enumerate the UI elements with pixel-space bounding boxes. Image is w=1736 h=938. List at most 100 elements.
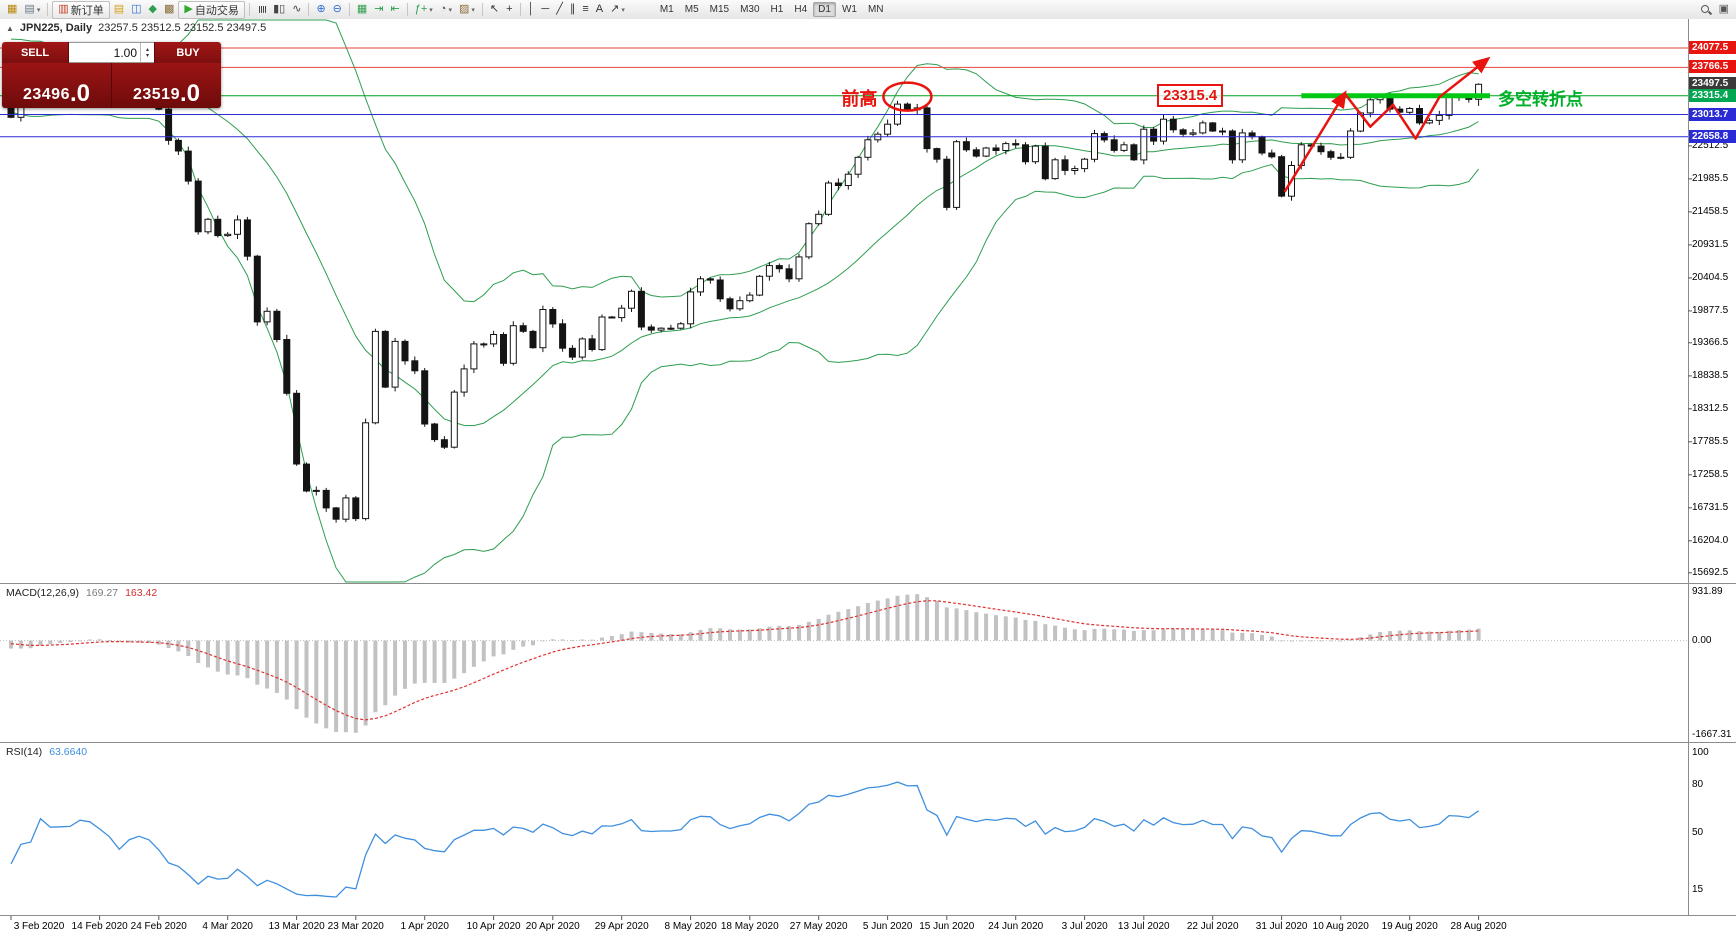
candlestick-chart-icon[interactable]: ▮▯ [273, 3, 286, 15]
date-axis-label: 28 Aug 2020 [1450, 921, 1507, 932]
prev-high-circle[interactable] [882, 81, 933, 112]
rsi-label-row: RSI(14) 63.6640 [6, 746, 87, 758]
zoom-out-icon[interactable]: ⊖ [332, 3, 342, 15]
timeframe-button-h1[interactable]: H1 [770, 4, 784, 15]
new-chart-icon[interactable]: ▦ [7, 3, 18, 15]
timeframe-button-m1[interactable]: M1 [659, 4, 674, 15]
price-marker-label: 23497.5 [1689, 77, 1736, 91]
macd-histogram [9, 594, 1481, 733]
volume-value[interactable]: 1.00 [113, 45, 137, 60]
line-chart-icon[interactable]: ∿ [292, 3, 302, 15]
ask-price[interactable]: 23519.0 [132, 79, 200, 107]
rsi-scale-label: 50 [1692, 827, 1704, 839]
volume-stepper[interactable]: ▴ ▾ [140, 43, 154, 62]
timeframe-button-w1[interactable]: W1 [841, 4, 857, 15]
price-scale-label: 21985.5 [1692, 172, 1729, 184]
volume-up-icon[interactable]: ▴ [145, 46, 149, 53]
date-axis-label: 15 Jun 2020 [919, 921, 975, 932]
level-price-callout[interactable]: 23315.4 [1157, 83, 1224, 107]
sell-button[interactable]: SELL [2, 42, 69, 63]
vertical-line-icon[interactable]: │ [527, 3, 535, 15]
price-marker-label: 24077.5 [1689, 40, 1736, 54]
prev-high-label[interactable]: 前高 [841, 88, 878, 109]
price-scale-label: 19877.5 [1692, 304, 1729, 316]
channel-icon[interactable]: ∥ [569, 3, 576, 15]
date-axis-label: 10 Apr 2020 [466, 921, 521, 932]
terminal-icon[interactable]: ▩ [164, 3, 175, 15]
one-click-trading-panel: SELL 1.00 ▴ ▾ BUY 23496.0 23519.0 [2, 42, 221, 108]
timeframe-button-m15[interactable]: M15 [709, 4, 730, 15]
crosshair-icon[interactable]: + [506, 3, 513, 15]
symbol-period-label: JPN225, Daily [19, 22, 93, 34]
fibonacci-icon[interactable]: ≡ [582, 3, 589, 15]
auto-scroll-icon[interactable]: ⇥ [374, 3, 384, 15]
price-scale-label: 20931.5 [1692, 238, 1729, 250]
date-axis-label: 29 Apr 2020 [594, 921, 649, 932]
chart-window-icon[interactable]: ▣ [1718, 3, 1729, 15]
date-axis-label: 23 Mar 2020 [327, 921, 384, 932]
ohlc-values: 23257.5 23512.5 23152.5 23497.5 [98, 22, 267, 34]
macd-signal-line [10, 600, 1479, 721]
bar-chart-icon[interactable]: ≣ [256, 4, 268, 15]
buy-button[interactable]: BUY [154, 42, 221, 63]
price-scale-label: 22512.5 [1692, 139, 1729, 151]
new-order-button[interactable]: ▥ 新订单 [52, 0, 110, 19]
main-toolbar: ▦ ▤ ▾ ▥ 新订单 ▤ ◫ ◆ ▩ ▶ 自动交易 ≣ ▮▯ ∿ ⊕ ⊖ ▦ ⇥ ⇤ ƒ+ ▾ ◔ ▾ ▨ ▾ ↖ + │ ─ ╱ ∥ ≡ A… [0, 0, 1736, 19]
search-icon[interactable] [1697, 2, 1715, 18]
price-scale-label: 15692.5 [1692, 566, 1729, 578]
profiles-icon[interactable]: ▤ ▾ [24, 3, 41, 15]
price-marker-label: 23315.4 [1689, 88, 1736, 102]
tile-windows-icon[interactable]: ▦ [356, 3, 368, 15]
date-axis-label: 22 Jul 2020 [1186, 921, 1239, 932]
data-window-icon[interactable]: ◫ [131, 3, 142, 15]
date-axis-label: 13 Mar 2020 [268, 921, 325, 932]
macd-name: MACD(12,26,9) [6, 587, 79, 599]
navigator-icon[interactable]: ◆ [148, 3, 158, 15]
volume-input[interactable]: 1.00 ▴ ▾ [69, 42, 154, 63]
text-tool-icon[interactable]: A [595, 3, 604, 15]
date-axis-label: 24 Jun 2020 [988, 921, 1044, 932]
price-marker-label: 23766.5 [1689, 60, 1736, 74]
timeframe-button-h4[interactable]: H4 [794, 4, 808, 15]
trend-arrow[interactable] [1343, 56, 1491, 140]
chart-title-row: ▲ JPN225, Daily 23257.5 23512.5 23152.5 … [6, 22, 266, 34]
templates-icon[interactable]: ▨ ▾ [458, 3, 475, 15]
cursor-icon[interactable]: ↖ [489, 3, 500, 15]
indicators-icon[interactable]: ƒ+ ▾ [414, 3, 433, 15]
price-scale-label: 17258.5 [1692, 468, 1729, 480]
trendline-icon[interactable]: ╱ [556, 3, 563, 15]
macd-scale-max: 931.89 [1692, 586, 1723, 597]
date-axis-label: 31 Jul 2020 [1255, 921, 1308, 932]
rsi-name: RSI(14) [6, 746, 43, 758]
volume-down-icon[interactable]: ▾ [145, 52, 149, 59]
rsi-scale-label: 80 [1692, 779, 1704, 791]
price-scale-label: 18838.5 [1692, 369, 1729, 381]
toolbar-separator [248, 3, 250, 16]
candlestick-series [7, 56, 1483, 523]
one-click-panel-toggle[interactable]: ▲ [6, 23, 14, 33]
timeframe-button-d1[interactable]: D1 [813, 2, 836, 17]
zoom-in-icon[interactable]: ⊕ [316, 3, 326, 15]
arrows-tool-icon[interactable]: ↗ ▾ [610, 3, 625, 15]
timeframe-group: M1 M5 M15 M30 H1 H4 D1 W1 MN [655, 2, 889, 17]
periods-icon[interactable]: ◔ ▾ [439, 3, 452, 15]
market-watch-icon[interactable]: ▤ [113, 3, 125, 15]
autotrading-button[interactable]: ▶ 自动交易 [178, 0, 245, 19]
date-axis-label: 19 Aug 2020 [1381, 921, 1438, 932]
timeframe-button-m5[interactable]: M5 [684, 4, 699, 15]
timeframe-button-mn[interactable]: MN [867, 4, 884, 15]
date-axis-label: 14 Feb 2020 [71, 921, 128, 932]
chart-shift-icon[interactable]: ⇤ [390, 3, 400, 15]
timeframe-button-m30[interactable]: M30 [740, 4, 760, 15]
toolbar-separator [519, 3, 521, 16]
price-scale-label: 20404.5 [1692, 271, 1729, 283]
date-axis-label: 13 Jul 2020 [1117, 921, 1170, 932]
date-axis-label: 8 May 2020 [664, 921, 717, 932]
turning-point-label[interactable]: 多空转折点 [1498, 89, 1583, 109]
date-axis-label: 5 Jun 2020 [862, 921, 913, 932]
rsi-scale-label: 15 [1692, 883, 1704, 895]
horizontal-line-icon[interactable]: ─ [541, 3, 550, 15]
bid-price[interactable]: 23496.0 [2, 63, 112, 108]
trend-arrow[interactable] [1283, 90, 1347, 193]
